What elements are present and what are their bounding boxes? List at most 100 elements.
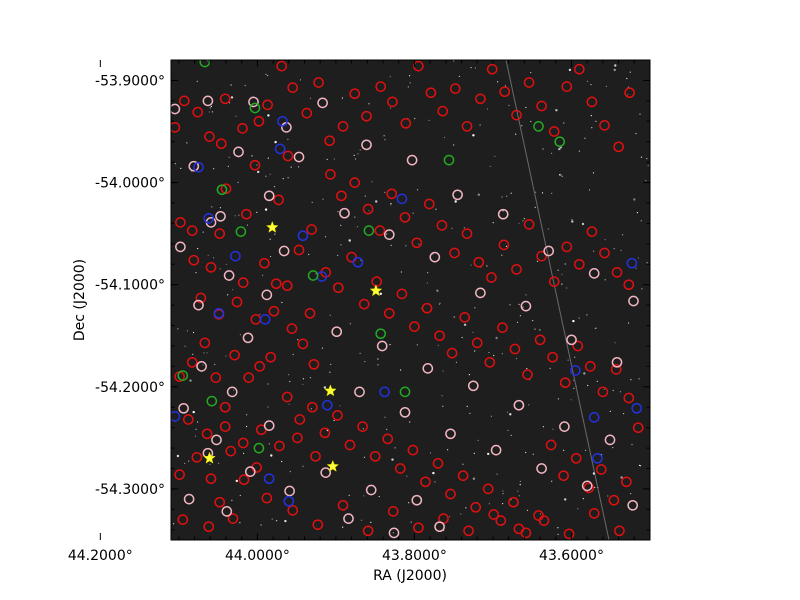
background-star xyxy=(635,133,637,135)
background-star xyxy=(274,140,277,144)
source-marker xyxy=(459,312,471,323)
background-star xyxy=(273,186,276,188)
background-star xyxy=(302,465,304,467)
background-star xyxy=(489,165,491,167)
background-star xyxy=(525,451,527,454)
source-marker xyxy=(233,146,244,158)
source-marker xyxy=(178,95,190,107)
source-marker xyxy=(536,250,547,262)
background-star xyxy=(462,463,464,465)
star-marker xyxy=(324,384,337,397)
background-star xyxy=(561,175,563,177)
background-star xyxy=(375,200,378,203)
background-star xyxy=(620,249,622,251)
background-star xyxy=(509,413,512,416)
background-star xyxy=(549,367,551,369)
source-marker xyxy=(310,450,321,462)
background-star xyxy=(228,102,231,104)
background-star xyxy=(570,399,572,401)
background-star xyxy=(219,207,221,209)
background-star xyxy=(173,523,175,525)
background-star xyxy=(623,413,625,415)
background-star xyxy=(496,473,498,475)
source-marker xyxy=(237,277,249,288)
source-marker xyxy=(452,189,463,201)
source-marker xyxy=(499,86,511,98)
background-star xyxy=(209,107,211,109)
background-star xyxy=(227,165,229,167)
source-marker xyxy=(548,126,560,137)
source-marker xyxy=(284,485,295,497)
background-star xyxy=(230,96,234,99)
background-star xyxy=(329,314,331,316)
source-marker xyxy=(536,100,547,112)
background-star xyxy=(174,163,176,165)
background-star xyxy=(426,282,428,284)
background-star xyxy=(302,378,305,380)
background-star xyxy=(384,139,386,141)
background-star xyxy=(519,315,522,317)
background-star xyxy=(297,339,299,341)
background-star xyxy=(180,167,182,169)
background-star xyxy=(505,245,508,247)
source-marker xyxy=(241,208,252,220)
source-marker xyxy=(545,439,557,451)
source-marker xyxy=(297,338,309,350)
source-marker xyxy=(196,361,207,372)
background-star xyxy=(239,494,241,497)
background-star xyxy=(587,384,589,387)
x-tick-label: 44.2000° xyxy=(68,548,133,564)
background-star xyxy=(492,222,494,224)
background-star xyxy=(594,486,596,489)
background-star xyxy=(581,222,585,226)
background-star xyxy=(186,330,189,332)
source-marker xyxy=(624,87,635,99)
background-star xyxy=(340,244,342,246)
source-marker xyxy=(559,421,570,432)
source-marker xyxy=(214,228,226,239)
background-star xyxy=(614,64,617,67)
background-star xyxy=(627,86,629,88)
source-marker xyxy=(588,508,600,519)
background-star xyxy=(235,479,238,483)
background-star xyxy=(384,416,386,418)
source-marker xyxy=(554,136,566,148)
source-marker xyxy=(632,422,644,434)
background-star xyxy=(526,509,529,511)
source-marker xyxy=(306,401,318,413)
background-star xyxy=(268,443,270,445)
background-star xyxy=(270,255,272,258)
source-marker xyxy=(332,282,344,294)
source-marker xyxy=(263,190,275,202)
background-star xyxy=(469,412,471,414)
background-star xyxy=(225,355,227,357)
background-star xyxy=(269,173,271,175)
source-marker xyxy=(238,474,250,486)
background-star xyxy=(573,379,575,381)
background-star xyxy=(477,193,480,196)
source-marker xyxy=(610,364,622,375)
background-star xyxy=(290,166,292,168)
background-star xyxy=(635,267,637,269)
background-star xyxy=(239,522,241,524)
source-marker xyxy=(317,97,328,109)
background-star xyxy=(486,108,489,110)
background-star xyxy=(607,495,609,497)
background-star xyxy=(453,144,455,146)
background-star xyxy=(362,428,364,430)
source-marker xyxy=(221,506,233,517)
background-star xyxy=(176,454,180,458)
background-star xyxy=(349,323,351,325)
source-marker xyxy=(626,257,638,269)
background-star xyxy=(453,60,455,62)
background-star xyxy=(647,165,649,167)
background-star xyxy=(559,174,561,176)
source-marker xyxy=(278,245,290,257)
background-star xyxy=(299,79,301,81)
background-star xyxy=(324,236,327,238)
background-star xyxy=(639,113,641,115)
background-star xyxy=(458,75,460,77)
background-star xyxy=(461,336,463,339)
y-tick-label: -53.9000° xyxy=(95,73,165,89)
source-marker xyxy=(623,392,635,404)
